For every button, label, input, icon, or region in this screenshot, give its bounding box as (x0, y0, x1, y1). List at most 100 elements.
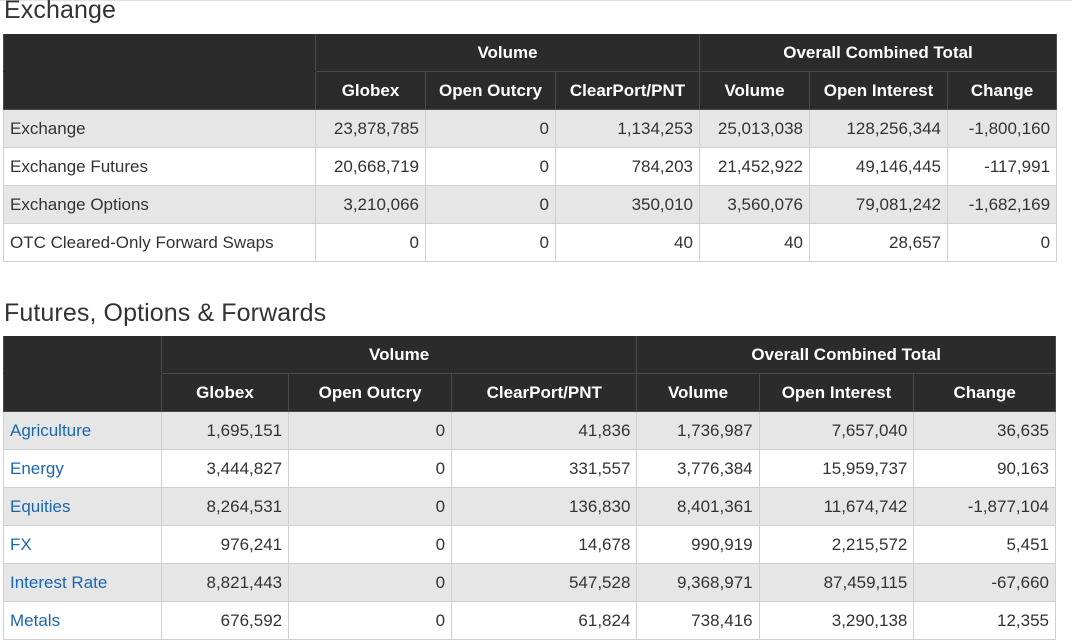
open-outcry-cell: 0 (288, 449, 453, 488)
change-cell: 12,355 (913, 601, 1056, 640)
open-interest-cell: 15,959,737 (758, 449, 915, 488)
clearport-cell: 547,528 (451, 563, 638, 602)
change-cell: -117,991 (947, 147, 1058, 186)
volume-cell: 738,416 (636, 601, 760, 640)
category-link[interactable]: Energy (10, 458, 64, 478)
change-cell: -1,682,169 (947, 185, 1058, 224)
header-clearport: ClearPort/PNT (554, 71, 701, 110)
category-link[interactable]: Equities (10, 496, 71, 516)
globex-cell: 0 (315, 223, 426, 262)
header-volume: Volume (160, 336, 638, 374)
open-outcry-cell: 0 (288, 525, 453, 564)
volume-cell: 1,736,987 (636, 411, 760, 450)
row-label-cell: Exchange Options (3, 185, 316, 224)
table-row: Metals 676,592 0 61,824 738,416 3,290,138 12,3… (3, 601, 1056, 640)
header-open-interest: Open Interest (758, 373, 915, 412)
change-cell: -1,877,104 (913, 487, 1056, 526)
row-label-cell: Equities (3, 487, 162, 526)
change-cell: 36,635 (913, 411, 1056, 450)
row-label-cell: Energy (3, 449, 162, 488)
row-label-cell: OTC Cleared-Only Forward Swaps (3, 223, 316, 262)
volume-cell: 990,919 (636, 525, 760, 564)
table-row: Interest Rate 8,821,443 0 547,528 9,368,971 8… (3, 563, 1056, 602)
header-row-group: Volume Overall Combined Total (3, 336, 1056, 374)
table-row: Exchange Futures 20,668,719 0 784,203 21,452… (3, 147, 1058, 186)
volume-cell: 8,401,361 (636, 487, 760, 526)
table-row: Agriculture 1,695,151 0 41,836 1,736,987 7,65… (3, 411, 1056, 450)
globex-cell: 8,264,531 (160, 487, 290, 526)
category-link[interactable]: Interest Rate (10, 572, 108, 592)
open-outcry-cell: 0 (288, 411, 453, 450)
header-open-outcry: Open Outcry (425, 71, 556, 110)
globex-cell: 976,241 (160, 525, 290, 564)
row-label-cell: Exchange Futures (3, 147, 316, 186)
header-row-group: Volume Overall Combined Total (3, 34, 1058, 72)
globex-cell: 3,210,066 (315, 185, 426, 224)
table-row: Energy 3,444,827 0 331,557 3,776,384 15,959,7… (3, 449, 1056, 488)
category-link[interactable]: Metals (10, 610, 61, 630)
row-label: Exchange Futures (10, 156, 148, 176)
change-cell: 0 (947, 223, 1058, 262)
futures-options-forwards-table: Volume Overall Combined Total Globex Ope… (3, 336, 1056, 640)
globex-cell: 676,592 (160, 601, 290, 640)
open-interest-cell: 2,215,572 (758, 525, 915, 564)
volume-cell: 21,452,922 (699, 147, 811, 186)
exchange-section-title: Exchange (4, 0, 116, 24)
header-volume: Volume (314, 34, 701, 72)
row-label: OTC Cleared-Only Forward Swaps (10, 232, 274, 252)
header-row-columns: Globex Open Outcry ClearPort/PNT Volume … (3, 373, 1056, 412)
volume-cell: 9,368,971 (636, 563, 760, 602)
category-link[interactable]: FX (10, 534, 32, 554)
volume-cell: 3,560,076 (699, 185, 811, 224)
volume-cell: 40 (699, 223, 811, 262)
exchange-volume-table: Volume Overall Combined Total Globex Ope… (3, 34, 1058, 262)
open-interest-cell: 28,657 (809, 223, 949, 262)
volume-cell: 3,776,384 (636, 449, 760, 488)
clearport-cell: 14,678 (451, 525, 638, 564)
header-globex: Globex (160, 373, 290, 412)
row-label: Exchange Options (10, 194, 149, 214)
category-link[interactable]: Agriculture (10, 420, 92, 440)
header-open-interest: Open Interest (809, 71, 949, 110)
header-blank (3, 71, 316, 110)
globex-cell: 8,821,443 (160, 563, 290, 602)
clearport-cell: 331,557 (451, 449, 638, 488)
clearport-cell: 784,203 (554, 147, 701, 186)
open-outcry-cell: 0 (425, 109, 556, 148)
change-cell: -67,660 (913, 563, 1056, 602)
open-interest-cell: 87,459,115 (758, 563, 915, 602)
open-outcry-cell: 0 (288, 601, 453, 640)
row-label-cell: FX (3, 525, 162, 564)
row-label-cell: Interest Rate (3, 563, 162, 602)
open-outcry-cell: 0 (425, 223, 556, 262)
clearport-cell: 61,824 (451, 601, 638, 640)
header-blank (3, 336, 162, 374)
table-row: OTC Cleared-Only Forward Swaps 0 0 40 40 28,6… (3, 223, 1058, 262)
clearport-cell: 1,134,253 (554, 109, 701, 148)
change-cell: 90,163 (913, 449, 1056, 488)
header-change: Change (913, 373, 1056, 412)
header-clearport: ClearPort/PNT (451, 373, 638, 412)
header-total-volume: Volume (699, 71, 811, 110)
row-label-cell: Metals (3, 601, 162, 640)
clearport-cell: 41,836 (451, 411, 638, 450)
top-divider (0, 0, 1072, 1)
open-outcry-cell: 0 (425, 185, 556, 224)
header-globex: Globex (315, 71, 426, 110)
header-blank (3, 34, 316, 72)
globex-cell: 3,444,827 (160, 449, 290, 488)
table-row: Exchange 23,878,785 0 1,134,253 25,013,038 12… (3, 109, 1058, 148)
row-label: Exchange (10, 118, 86, 138)
volume-cell: 25,013,038 (699, 109, 811, 148)
header-blank (3, 373, 162, 412)
header-change: Change (947, 71, 1058, 110)
globex-cell: 23,878,785 (315, 109, 426, 148)
open-interest-cell: 128,256,344 (809, 109, 949, 148)
clearport-cell: 136,830 (451, 487, 638, 526)
change-cell: 5,451 (913, 525, 1056, 564)
futures-options-forwards-title: Futures, Options & Forwards (4, 299, 327, 327)
row-label-cell: Exchange (3, 109, 316, 148)
table-row: Exchange Options 3,210,066 0 350,010 3,560,0… (3, 185, 1058, 224)
globex-cell: 1,695,151 (160, 411, 290, 450)
header-total-volume: Volume (636, 373, 760, 412)
